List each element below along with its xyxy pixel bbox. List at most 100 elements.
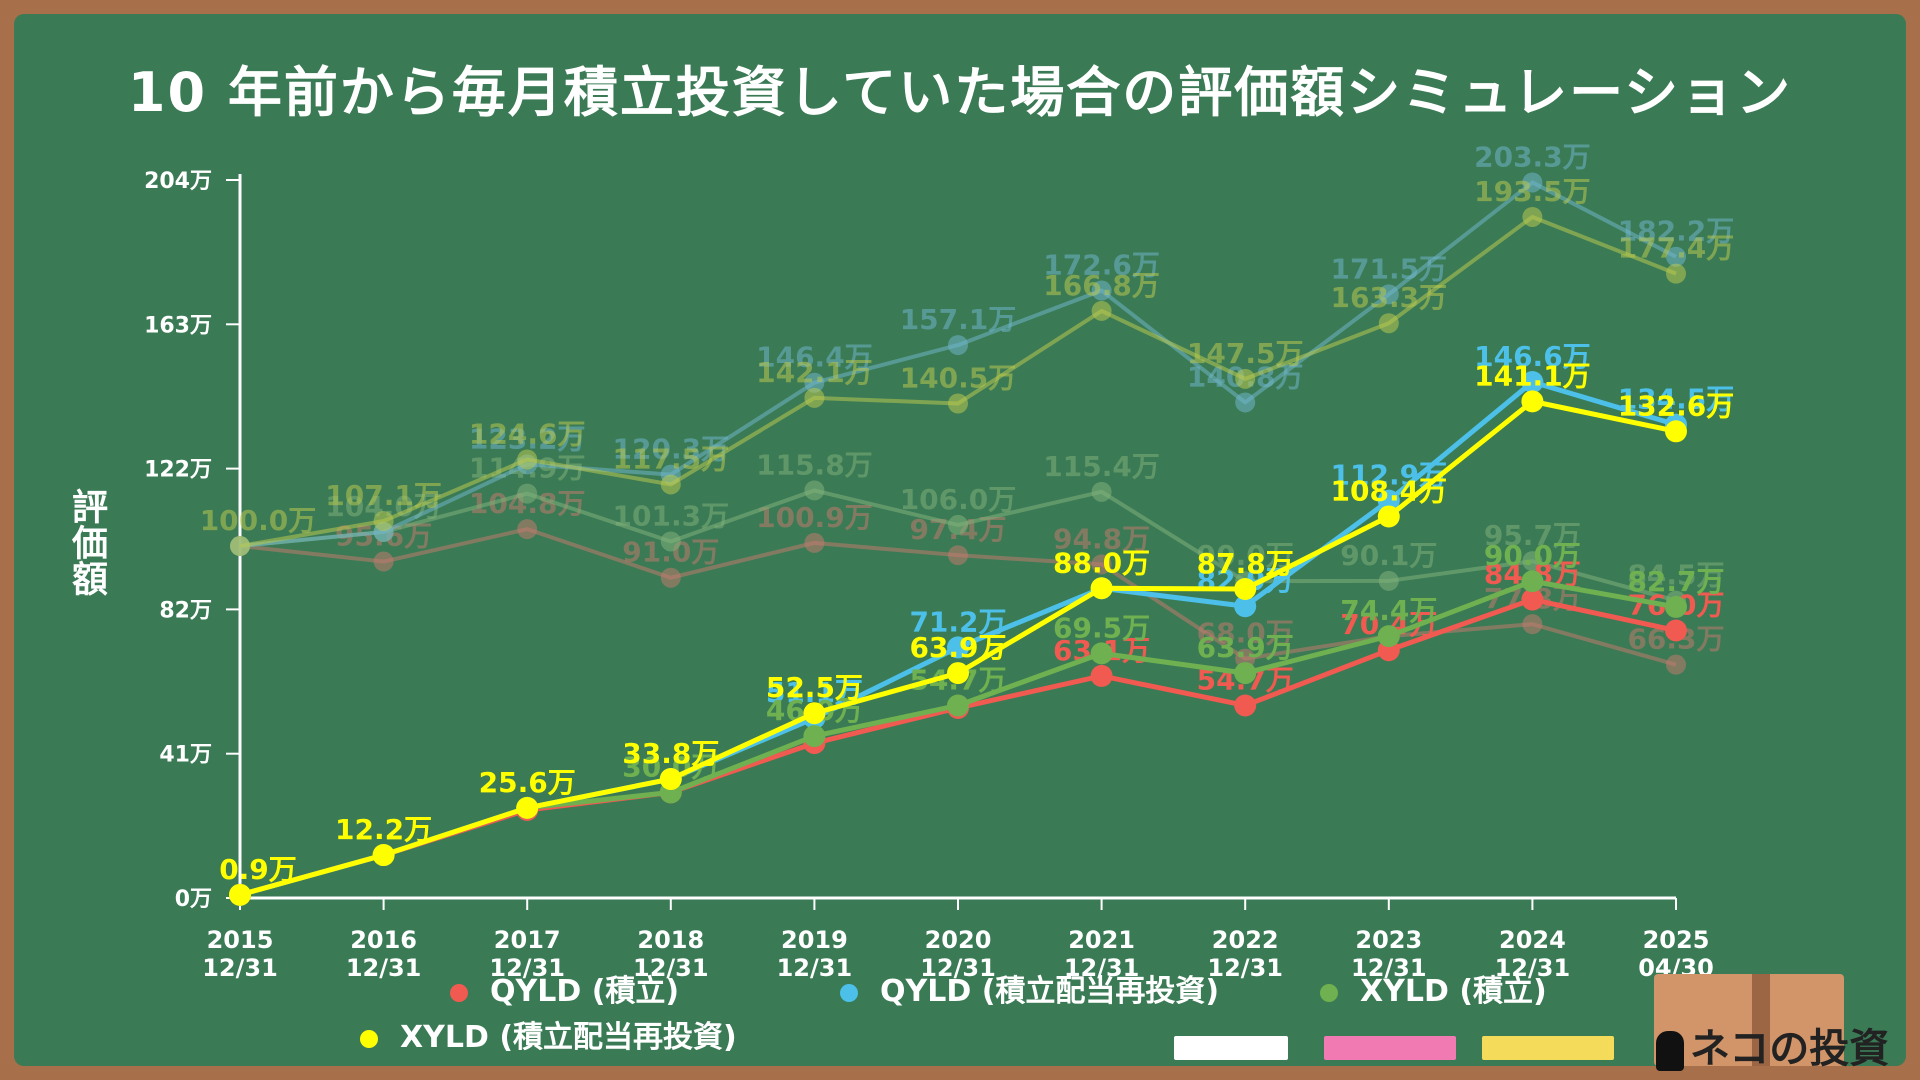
data-point (1235, 368, 1256, 389)
y-tick-label: 82万 (159, 598, 212, 623)
data-point (1091, 300, 1112, 321)
data-point (372, 844, 395, 867)
data-label: 68.0万 (1197, 617, 1294, 650)
data-point (948, 393, 968, 414)
data-label: 166.8万 (1043, 269, 1160, 302)
x-tick-label-year: 2025 (1643, 926, 1710, 954)
data-label: 203.3万 (1474, 140, 1591, 173)
data-point (517, 449, 538, 470)
data-point (1666, 263, 1686, 284)
data-label: 140.5万 (900, 361, 1017, 394)
data-point (1091, 481, 1112, 502)
data-point (660, 567, 681, 588)
data-point (804, 387, 825, 408)
data-label: 87.8万 (1197, 547, 1294, 580)
data-point (1521, 570, 1544, 593)
data-point (948, 335, 968, 356)
legend-label-xyld: XYLD (積立) (1360, 974, 1547, 1009)
data-point (659, 768, 682, 791)
data-point (1235, 392, 1256, 413)
data-point (1665, 619, 1687, 642)
logo-text: ネコの投資 (1690, 1026, 1890, 1072)
data-label: 146.6万 (1474, 340, 1591, 373)
data-point (1091, 280, 1112, 301)
data-point (1522, 172, 1543, 193)
y-tick-label: 204万 (144, 169, 212, 194)
data-label: 171.5万 (1331, 252, 1448, 285)
data-point (1234, 662, 1257, 685)
data-point (1521, 371, 1544, 394)
data-label: 33.8万 (622, 737, 719, 770)
y-tick-label: 41万 (159, 743, 212, 768)
x-tick-label-date: 12/31 (202, 954, 278, 982)
data-point (1234, 694, 1257, 717)
x-tick-label-year: 2022 (1212, 926, 1279, 954)
data-point (947, 636, 969, 659)
data-label: 124.6万 (469, 417, 586, 450)
data-point (803, 702, 826, 725)
chalk-yellow (1482, 1036, 1614, 1060)
y-tick-label: 163万 (144, 313, 212, 338)
x-tick-label-year: 2016 (350, 926, 417, 954)
data-label: 108.4万 (1331, 474, 1448, 507)
legend-label-qyld: QYLD (積立) (490, 974, 680, 1009)
x-tick-label-date: 12/31 (633, 954, 709, 982)
x-tick-label-year: 2018 (637, 926, 704, 954)
legend-item-qyld: QYLD (積立) (450, 966, 679, 1010)
data-point (1377, 505, 1400, 528)
data-point (373, 551, 394, 572)
data-label: 71.2万 (909, 605, 1006, 638)
data-label: 134.5万 (1618, 383, 1735, 416)
data-label: 82.7万 (1627, 565, 1724, 598)
x-tick-label-year: 2023 (1355, 926, 1422, 954)
data-label: 63.9万 (909, 631, 1006, 664)
data-label: 177.4万 (1618, 232, 1735, 265)
x-tick-label-date: 12/31 (777, 954, 853, 982)
x-tick-label-date: 12/31 (346, 954, 422, 982)
y-tick-label: 0万 (175, 887, 212, 912)
data-point (804, 532, 825, 553)
data-label: 115.4万 (1043, 450, 1160, 483)
data-point (1091, 554, 1112, 575)
data-point (1522, 614, 1543, 635)
data-label: 90.1万 (1340, 539, 1437, 572)
data-label: 147.5万 (1187, 337, 1304, 370)
data-label: 115.8万 (756, 448, 873, 481)
legend-dot-qyld (450, 983, 468, 1002)
data-point (660, 474, 681, 495)
x-tick-label-date: 12/31 (1495, 954, 1571, 982)
legend-dot-xyld (1320, 983, 1338, 1002)
data-label: 90.0万 (1197, 539, 1294, 572)
legend-label-qyld-reinvest: QYLD (積立配当再投資) (880, 974, 1220, 1009)
data-point (1234, 595, 1257, 618)
legend-item-xyld: XYLD (積立) (1320, 966, 1547, 1010)
x-tick-label-date: 12/31 (1064, 954, 1140, 982)
data-label: 146.4万 (756, 341, 873, 374)
x-tick-label-year: 2024 (1499, 926, 1566, 954)
data-point (804, 480, 825, 501)
data-label: 12.2万 (335, 813, 432, 846)
data-point (373, 511, 394, 532)
data-point (1521, 588, 1544, 611)
data-point (803, 725, 826, 748)
data-label: 52.5万 (766, 671, 863, 704)
data-point (804, 372, 825, 393)
data-point (1234, 577, 1257, 600)
data-label: 95.7万 (1484, 519, 1581, 552)
data-label: 193.5万 (1474, 175, 1591, 208)
x-tick-label-year: 2020 (925, 926, 992, 954)
data-point (1666, 654, 1686, 675)
data-label: 84.5万 (1627, 559, 1724, 592)
data-label: 182.2万 (1618, 215, 1735, 248)
y-tick-label: 122万 (144, 458, 212, 483)
data-label: 100.0万 (200, 504, 317, 537)
data-label: 106.0万 (900, 483, 1017, 516)
x-tick-label-date: 12/31 (489, 954, 565, 982)
eraser-band (1752, 974, 1770, 1066)
data-label: 157.1万 (900, 303, 1017, 336)
data-point (1378, 570, 1399, 591)
legend-item-qyld-reinvest: QYLD (積立配当再投資) (840, 966, 1219, 1010)
data-point (229, 883, 251, 906)
data-label: 0.9万 (219, 853, 297, 886)
data-point (948, 514, 968, 535)
